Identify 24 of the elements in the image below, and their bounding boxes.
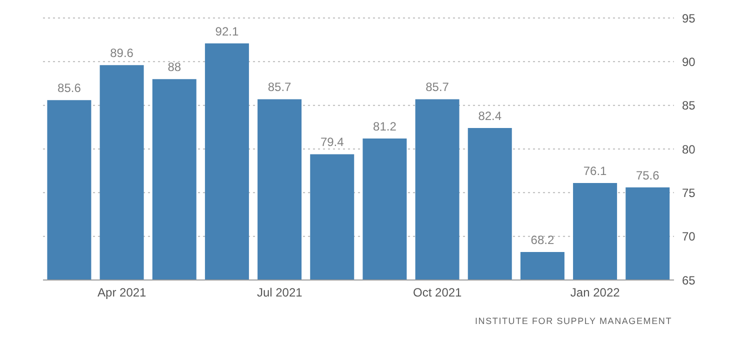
data-label: 79.4: [320, 135, 344, 150]
data-label: 89.6: [110, 46, 134, 60]
data-label: 68.2: [530, 233, 554, 248]
y-tick-label: 90: [682, 54, 696, 69]
x-tick-label: Jul 2021: [256, 286, 303, 300]
y-tick-label: 75: [682, 186, 696, 200]
x-tick-label: Jan 2022: [570, 286, 620, 300]
data-label: 85.7: [268, 80, 292, 94]
y-tick-label: 80: [682, 142, 696, 156]
data-label: 76.1: [583, 164, 608, 178]
data-label: 92.1: [215, 24, 239, 38]
y-tick-label: 70: [682, 230, 696, 244]
text: INSTITUTE FOR SUPPLY MANAGEMENT: [474, 316, 672, 326]
data-label: 85.7: [426, 80, 450, 94]
y-tick-label: 95: [682, 11, 696, 26]
y-tick-label: 65: [682, 273, 696, 288]
x-tick-label: Oct 2021: [413, 286, 462, 300]
y-tick-label: 85: [682, 98, 696, 113]
data-label: 88: [168, 60, 182, 74]
x-tick-label: Apr 2021: [98, 286, 147, 300]
data-label: 82.4: [478, 109, 502, 124]
data-label: 85.6: [58, 81, 82, 96]
data-label: 75.6: [636, 168, 660, 182]
data-label: 81.2: [373, 120, 397, 134]
